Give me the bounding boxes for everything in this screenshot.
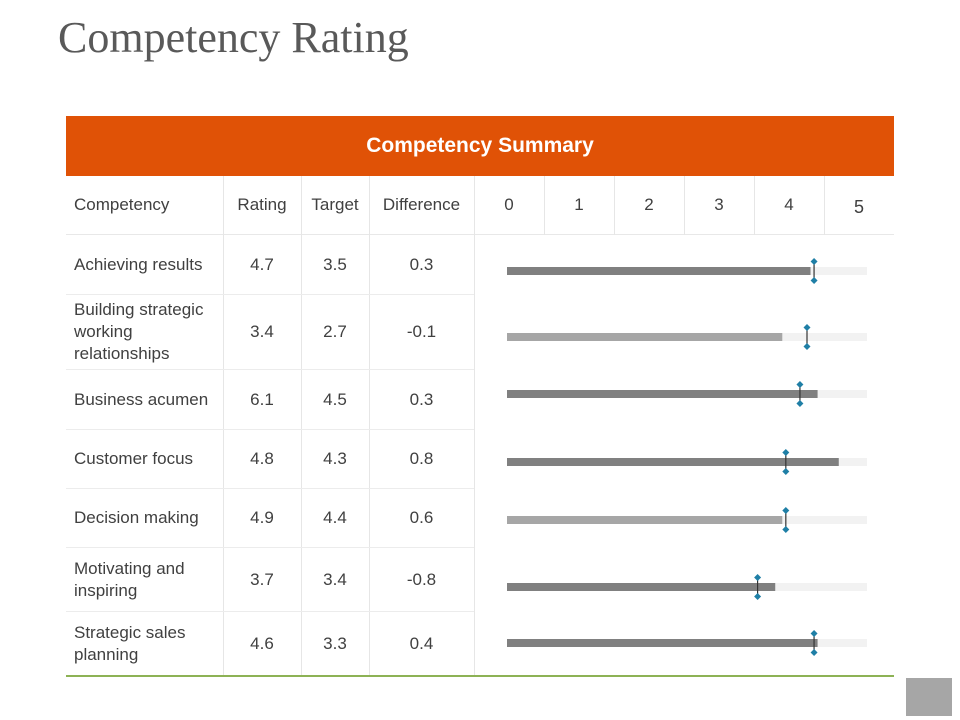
target-marker-top: [796, 381, 804, 388]
header-divider: [544, 176, 545, 235]
cell-competency: Decision making: [66, 489, 223, 548]
col-header-target: Target: [301, 176, 369, 235]
cell-difference: -0.8: [369, 548, 474, 612]
cell-difference: 0.3: [369, 235, 474, 295]
scale-label-0: 0: [474, 176, 544, 235]
header-divider: [474, 176, 475, 235]
col-header-competency: Competency: [66, 176, 223, 235]
bar: [507, 583, 776, 591]
scale-label-3: 3: [684, 176, 754, 235]
cell-target: 2.7: [301, 295, 369, 370]
target-marker-top: [754, 574, 762, 581]
scale-label-2: 2: [614, 176, 684, 235]
cell-target: 3.4: [301, 548, 369, 612]
corner-decoration: [906, 678, 952, 716]
cell-rating: 4.7: [223, 235, 301, 295]
target-marker-bottom: [782, 468, 790, 475]
scale-label-4: 4: [754, 176, 824, 235]
target-marker-top: [782, 507, 790, 514]
col-header-difference: Difference: [369, 176, 474, 235]
page-title: Competency Rating: [58, 13, 409, 62]
cell-difference: 0.4: [409, 633, 434, 653]
cell-difference: 0.8: [369, 430, 474, 489]
cell-target: 3.3: [323, 633, 347, 653]
cell-competency: Customer focus: [66, 430, 223, 489]
cell-target: 4.4: [301, 489, 369, 548]
cell-target: 4.5: [301, 370, 369, 430]
bar: [507, 516, 783, 524]
cell-competency: Achieving results: [66, 235, 223, 295]
target-marker-bottom: [754, 593, 762, 600]
target-marker-top: [782, 449, 790, 456]
cell-difference: -0.1: [369, 295, 474, 370]
target-marker-bottom: [796, 400, 804, 407]
bar: [507, 458, 839, 466]
cell-rating: 3.7: [223, 548, 301, 612]
cell-competency: Strategic sales planning: [74, 622, 186, 664]
target-marker-bottom: [810, 649, 818, 656]
header-divider: [684, 176, 685, 235]
cell-competency: Motivating and inspiring: [66, 548, 223, 612]
body-divider: [369, 235, 370, 675]
target-marker-top: [810, 258, 818, 265]
cell-competency: Business acumen: [66, 370, 223, 430]
cell-target: 4.3: [301, 430, 369, 489]
cell-rating: 4.8: [223, 430, 301, 489]
col-header-rating: Rating: [223, 176, 301, 235]
target-marker-bottom: [810, 277, 818, 284]
bar: [507, 267, 811, 275]
scale-label-1: 1: [544, 176, 614, 235]
header-divider: [614, 176, 615, 235]
target-marker-top: [803, 324, 811, 331]
bar: [507, 333, 783, 341]
header-divider: [824, 176, 825, 235]
table-bottom-border: [66, 675, 894, 677]
body-divider: [223, 235, 224, 675]
cell-rating: 4.6: [250, 633, 274, 653]
cell-target: 3.5: [301, 235, 369, 295]
body-divider: [474, 235, 475, 675]
scale-label-5: 5: [824, 176, 894, 235]
cell-rating: 6.1: [223, 370, 301, 430]
target-marker-top: [810, 630, 818, 637]
target-marker-bottom: [803, 343, 811, 350]
target-marker-bottom: [782, 526, 790, 533]
cell-difference: 0.6: [369, 489, 474, 548]
cell-rating: 3.4: [223, 295, 301, 370]
cell-rating: 4.9: [223, 489, 301, 548]
bar: [507, 390, 818, 398]
header-divider: [369, 176, 370, 235]
table-header: Competency Summary: [66, 116, 894, 176]
header-divider: [223, 176, 224, 235]
bar: [507, 639, 818, 647]
header-divider: [754, 176, 755, 235]
header-divider: [301, 176, 302, 235]
body-divider: [301, 235, 302, 675]
cell-competency: Building strategic working relationships: [66, 295, 223, 370]
cell-difference: 0.3: [369, 370, 474, 430]
